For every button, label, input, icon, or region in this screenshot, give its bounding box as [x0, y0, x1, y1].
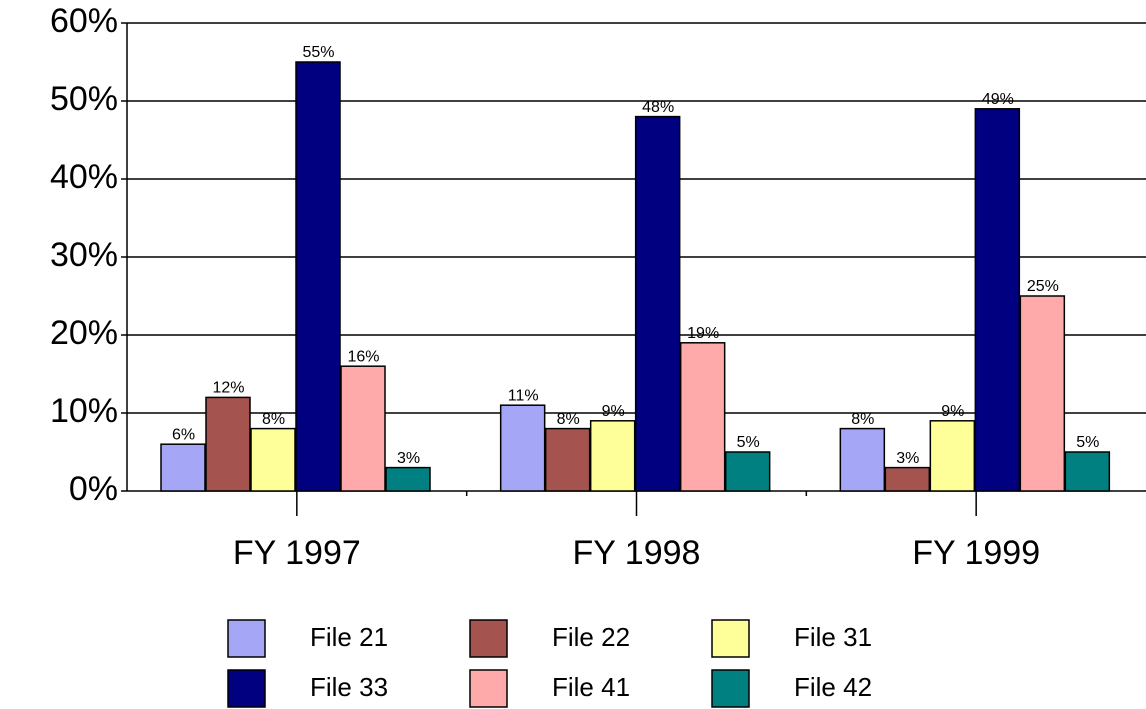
bar [839, 427, 886, 492]
y-tick-label: 20% [50, 314, 118, 352]
bar [724, 451, 771, 492]
y-tick-label: 60% [50, 2, 118, 40]
legend-label: File 41 [552, 672, 630, 702]
y-tick-label: 40% [50, 158, 118, 196]
bar [589, 420, 636, 492]
data-label: 48% [642, 99, 674, 116]
bar [1019, 295, 1066, 492]
data-label: 6% [172, 426, 195, 443]
data-label: 11% [508, 387, 539, 404]
x-tick-label: FY 1998 [573, 534, 701, 572]
y-tick-label: 50% [50, 80, 118, 118]
y-tick-label: 0% [69, 470, 118, 508]
legend-label: File 22 [552, 622, 630, 652]
bar [974, 108, 1021, 492]
bar [295, 61, 341, 492]
bar [884, 466, 931, 492]
data-label: 49% [982, 91, 1014, 108]
data-label: 12% [212, 380, 244, 397]
legend-label: File 42 [794, 672, 872, 702]
data-label: 19% [687, 325, 719, 342]
data-label: 3% [397, 450, 420, 467]
x-tick-label: FY 1997 [233, 534, 361, 572]
y-tick-label: 30% [50, 236, 118, 274]
bar [385, 466, 431, 492]
data-label: 8% [262, 411, 285, 428]
data-label: 3% [896, 450, 919, 467]
legend-swatch [711, 669, 750, 708]
legend-swatch [469, 669, 508, 708]
bar [499, 404, 546, 492]
data-label: 9% [941, 403, 964, 420]
legend-swatch [227, 619, 266, 658]
bar [544, 427, 591, 492]
legend-label: File 33 [310, 672, 388, 702]
data-label: 25% [1027, 278, 1059, 295]
legend-label: File 31 [794, 622, 872, 652]
y-tick-label: 10% [50, 392, 118, 430]
data-label: 8% [557, 411, 580, 428]
data-label: 8% [851, 411, 874, 428]
bar [929, 420, 976, 492]
bar [160, 443, 206, 492]
x-tick-label: FY 1999 [912, 534, 1040, 572]
bar [205, 396, 251, 492]
legend-label: File 21 [310, 622, 388, 652]
legend-swatch [469, 619, 508, 658]
data-label: 16% [347, 348, 379, 365]
data-label: 9% [602, 403, 625, 420]
legend-swatch [227, 669, 266, 708]
bar [634, 115, 681, 492]
bar [250, 427, 296, 492]
bar [340, 365, 386, 492]
data-label: 55% [302, 44, 334, 61]
bar [679, 342, 726, 492]
data-label: 5% [1076, 434, 1099, 451]
legend-swatch [711, 619, 750, 658]
bar [1064, 451, 1111, 492]
data-label: 5% [737, 434, 760, 451]
